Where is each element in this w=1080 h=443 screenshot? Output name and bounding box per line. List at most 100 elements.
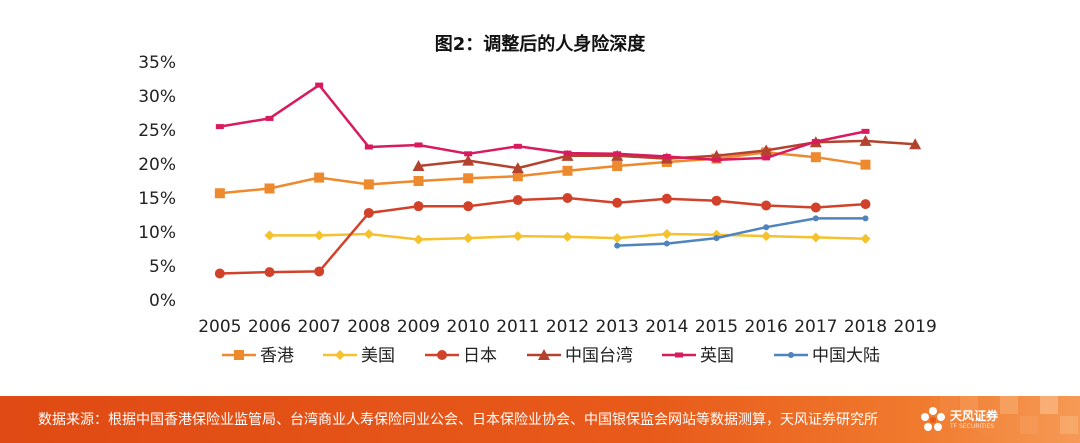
series-2 [264, 229, 871, 245]
x-tick-label: 2019 [894, 317, 937, 337]
y-tick-label: 20% [138, 155, 176, 175]
legend-marker [788, 352, 794, 358]
x-tick-label: 2013 [596, 317, 639, 337]
legend-marker [335, 350, 345, 360]
legend-entry: 香港 [222, 346, 294, 366]
source-note: 数据来源：根据中国香港保险业监管局、台湾商业人寿保险同业公会、日本保险业协会、中… [38, 412, 878, 428]
data-point [264, 230, 275, 241]
data-point [463, 201, 474, 212]
y-tick-label: 5% [149, 257, 176, 277]
x-tick-label: 2016 [745, 317, 788, 337]
flower-logo-icon [921, 407, 945, 431]
line-chart: 图2：调整后的人身险深度 0% 5% 10% 15% 20% 25% 30% 35% 2005… [138, 33, 937, 366]
legend-label: 日本 [463, 346, 497, 366]
y-tick-label: 35% [138, 53, 176, 73]
data-point [612, 197, 623, 208]
data-point [663, 240, 670, 247]
legend-entry: 中国台湾 [527, 346, 633, 366]
data-point [363, 179, 374, 190]
x-tick-label: 2005 [198, 317, 241, 337]
y-tick-label: 15% [138, 189, 176, 209]
data-point [762, 155, 771, 161]
data-point [612, 233, 623, 244]
series-line [219, 196, 866, 275]
data-point [763, 224, 770, 231]
x-tick-label: 2009 [397, 317, 440, 337]
data-point [215, 124, 224, 130]
data-point [413, 234, 424, 245]
y-tick-label: 10% [138, 223, 176, 243]
data-point [464, 151, 473, 157]
data-point [760, 144, 773, 156]
data-point [512, 195, 523, 206]
data-point [661, 229, 672, 240]
data-point [214, 268, 225, 279]
data-point [612, 161, 623, 172]
y-tick-label: 25% [138, 121, 176, 141]
series-line [617, 217, 866, 247]
data-point [264, 183, 275, 194]
data-point [860, 233, 871, 244]
x-axis: 2005 2006 2007 2008 2009 2010 2011 2012 2013 2014… [198, 317, 937, 337]
data-point [512, 231, 523, 242]
chart-title: 图2：调整后的人身险深度 [435, 33, 647, 55]
data-point [214, 188, 225, 199]
data-point [613, 151, 622, 157]
x-tick-label: 2010 [447, 317, 490, 337]
logo-name: 天风证券 [950, 409, 999, 423]
footer-decoration [940, 396, 1078, 434]
data-point [315, 82, 324, 88]
series-3 [214, 193, 871, 279]
legend-entry: 中国大陆 [774, 346, 880, 366]
series-6 [614, 215, 869, 249]
x-tick-label: 2015 [695, 317, 738, 337]
series-line [219, 83, 866, 162]
legend-label: 中国大陆 [812, 346, 880, 366]
data-point [909, 138, 922, 150]
data-point [412, 160, 425, 172]
data-point [513, 143, 522, 149]
data-point [761, 231, 772, 242]
data-point [314, 172, 325, 183]
series-4 [412, 134, 922, 174]
data-point [862, 215, 869, 222]
legend-entry: 英国 [662, 346, 734, 366]
legend-marker [675, 352, 683, 358]
x-tick-label: 2018 [844, 317, 887, 337]
data-point [860, 199, 871, 210]
data-point [812, 215, 819, 222]
data-point [614, 242, 621, 249]
data-point [413, 201, 424, 212]
data-point [562, 165, 573, 176]
legend-label: 香港 [260, 346, 294, 366]
y-axis: 0% 5% 10% 15% 20% 25% 30% 35% [138, 53, 176, 311]
x-tick-label: 2011 [496, 317, 539, 337]
data-point [713, 235, 720, 242]
data-point [661, 193, 672, 204]
data-point [463, 233, 474, 244]
data-point [413, 176, 424, 186]
legend-marker [437, 350, 447, 360]
y-tick-label: 30% [138, 87, 176, 107]
data-point [512, 171, 523, 182]
data-point [662, 154, 671, 160]
data-point [364, 144, 373, 150]
legend-entry: 美国 [323, 346, 395, 366]
data-point [562, 231, 573, 242]
data-point [861, 128, 870, 134]
data-point [264, 267, 275, 278]
data-point [811, 139, 820, 145]
source-footer: 数据来源：根据中国香港保险业监管局、台湾商业人寿保险同业公会、日本保险业协会、中… [0, 396, 1080, 443]
x-tick-label: 2008 [347, 317, 390, 337]
data-point [363, 229, 374, 240]
data-point [462, 154, 475, 166]
data-point [711, 195, 722, 206]
legend: 香港 美国 日本 中国台湾 英国 中国大陆 [222, 346, 880, 366]
y-tick-label: 0% [149, 291, 176, 311]
x-tick-label: 2012 [546, 317, 589, 337]
data-point [363, 207, 374, 218]
data-point [414, 142, 423, 148]
x-tick-label: 2014 [645, 317, 688, 337]
series-5 [215, 82, 870, 163]
x-tick-label: 2006 [248, 317, 291, 337]
